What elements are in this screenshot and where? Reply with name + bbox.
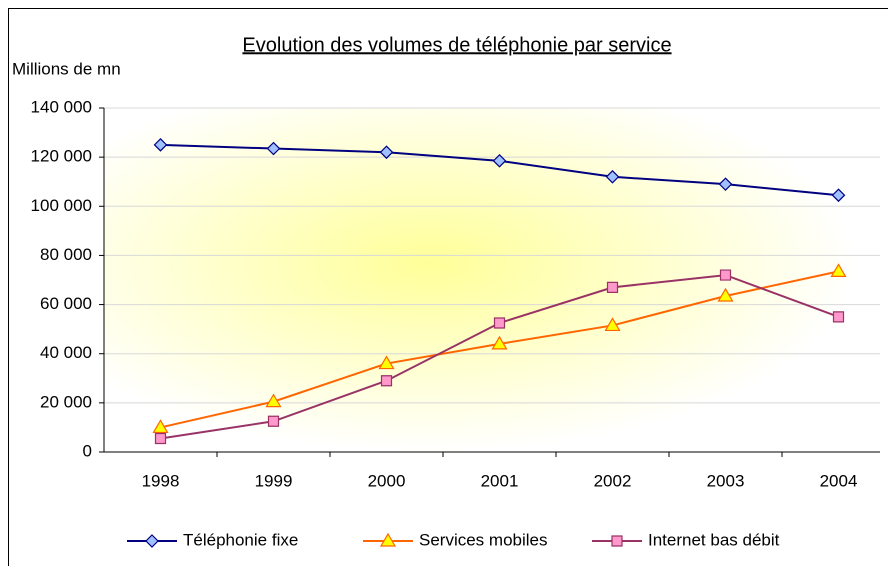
- marker: [156, 433, 166, 443]
- x-tick-label: 2002: [594, 471, 632, 490]
- marker: [834, 312, 844, 322]
- x-tick-label: 2003: [707, 471, 745, 490]
- x-tick-label: 2000: [368, 471, 406, 490]
- y-tick-label: 40 000: [40, 343, 92, 362]
- marker: [721, 270, 731, 280]
- legend-label: Téléphonie fixe: [183, 530, 298, 549]
- legend-label: Internet bas débit: [648, 530, 780, 549]
- x-tick-label: 1998: [142, 471, 180, 490]
- marker: [146, 535, 158, 547]
- x-tick-label: 2001: [481, 471, 519, 490]
- y-tick-label: 100 000: [31, 196, 92, 215]
- legend-label: Services mobiles: [419, 530, 548, 549]
- y-axis-label: Millions de mn: [12, 59, 121, 78]
- y-tick-label: 140 000: [31, 97, 92, 116]
- y-tick-label: 0: [83, 441, 92, 460]
- x-tick-label: 2004: [820, 471, 858, 490]
- y-tick-label: 60 000: [40, 294, 92, 313]
- y-tick-label: 120 000: [31, 147, 92, 166]
- y-tick-label: 80 000: [40, 245, 92, 264]
- marker: [382, 376, 392, 386]
- marker: [495, 318, 505, 328]
- marker: [269, 416, 279, 426]
- y-tick-label: 20 000: [40, 392, 92, 411]
- marker: [608, 282, 618, 292]
- chart-title: Evolution des volumes de téléphonie par …: [242, 34, 671, 56]
- marker: [612, 536, 622, 546]
- x-tick-label: 1999: [255, 471, 293, 490]
